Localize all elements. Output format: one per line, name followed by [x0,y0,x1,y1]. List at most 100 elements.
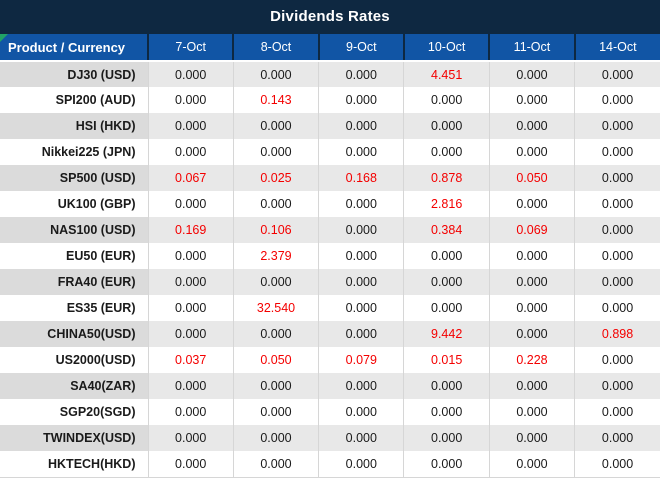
product-cell: SA40(ZAR) [0,373,148,400]
product-cell: UK100 (GBP) [0,191,148,218]
date-column-header: 10-Oct [402,32,491,62]
value-cell: 0.168 [318,165,404,192]
table-row: ES35 (EUR) 0.000 32.540 0.000 0.000 0.000 0.00… [0,295,660,322]
value-cell: 0.000 [574,217,660,244]
table-row: TWINDEX(USD) 0.000 0.000 0.000 0.000 0.000 0.0… [0,425,660,452]
value-cell: 0.384 [403,217,490,244]
table-header: Product / Currency 7-Oct 8-Oct 9-Oct 10-Oct 1… [0,32,660,62]
value-cell: 0.000 [488,269,575,296]
value-cell: 0.000 [232,269,319,296]
value-cell: 0.000 [488,451,575,478]
value-cell: 32.540 [232,295,319,322]
table-row: CHINA50(USD) 0.000 0.000 0.000 9.442 0.000 0.8… [0,321,660,348]
table-row: NAS100 (USD) 0.169 0.106 0.000 0.384 0.069 0.0… [0,217,660,244]
value-cell: 2.379 [232,243,319,270]
date-column-header: 9-Oct [317,32,405,62]
value-cell: 0.169 [147,217,234,244]
value-cell: 0.000 [488,295,575,322]
table-row: Nikkei225 (JPN) 0.000 0.000 0.000 0.000 0.000… [0,139,660,166]
table-row: SP500 (USD) 0.067 0.025 0.168 0.878 0.050 0.00… [0,165,660,192]
value-cell: 0.000 [318,269,404,296]
value-cell: 0.000 [403,113,490,140]
value-cell: 0.000 [318,399,404,426]
value-cell: 0.000 [318,425,404,452]
value-cell: 0.067 [147,165,234,192]
value-cell: 0.000 [574,87,660,114]
date-column-header: 8-Oct [232,32,320,62]
product-cell: NAS100 (USD) [0,217,148,244]
value-cell: 0.000 [574,269,660,296]
value-cell: 0.000 [403,451,490,478]
value-cell: 0.000 [147,399,234,426]
table-row: HSI (HKD) 0.000 0.000 0.000 0.000 0.000 0.000 [0,113,660,140]
value-cell: 0.000 [147,87,234,114]
value-cell: 0.000 [574,165,660,192]
value-cell: 0.079 [318,347,404,374]
value-cell: 0.000 [403,243,490,270]
product-currency-header: Product / Currency [0,32,149,62]
value-cell: 0.000 [318,321,404,348]
value-cell: 0.000 [147,139,234,166]
value-cell: 0.000 [232,321,319,348]
value-cell: 0.000 [574,373,660,400]
table-row: HKTECH(HKD) 0.000 0.000 0.000 0.000 0.000 0.00… [0,451,660,478]
value-cell: 0.000 [488,61,575,88]
cell-corner-flag-icon [0,34,8,42]
value-cell: 0.000 [318,87,404,114]
value-cell: 0.000 [488,321,575,348]
value-cell: 0.000 [574,191,660,218]
date-column-header: 14-Oct [573,32,660,62]
table-row: UK100 (GBP) 0.000 0.000 0.000 2.816 0.000 0.00… [0,191,660,218]
value-cell: 0.050 [488,165,575,192]
value-cell: 0.000 [232,191,319,218]
value-cell: 0.000 [232,139,319,166]
table-row: DJ30 (USD) 0.000 0.000 0.000 4.451 0.000 0.000 [0,61,660,88]
table-row: FRA40 (EUR) 0.000 0.000 0.000 0.000 0.000 0.00… [0,269,660,296]
table-row: SPI200 (AUD) 0.000 0.143 0.000 0.000 0.000 0.0… [0,87,660,114]
value-cell: 0.000 [147,425,234,452]
page-title: Dividends Rates [270,7,390,25]
value-cell: 0.000 [488,139,575,166]
date-column-header: 11-Oct [488,32,576,62]
value-cell: 9.442 [403,321,490,348]
value-cell: 0.000 [403,269,490,296]
value-cell: 0.000 [318,295,404,322]
value-cell: 0.000 [403,425,490,452]
value-cell: 0.000 [232,451,319,478]
value-cell: 0.000 [403,139,490,166]
value-cell: 0.000 [232,399,319,426]
value-cell: 0.000 [488,113,575,140]
value-cell: 0.000 [574,425,660,452]
value-cell: 0.000 [147,373,234,400]
value-cell: 0.898 [574,321,660,348]
product-cell: HKTECH(HKD) [0,451,148,478]
product-cell: US2000(USD) [0,347,148,374]
table-row: US2000(USD) 0.037 0.050 0.079 0.015 0.228 0.00… [0,347,660,374]
value-cell: 0.000 [488,243,575,270]
value-cell: 0.106 [232,217,319,244]
product-cell: CHINA50(USD) [0,321,148,348]
product-cell: Nikkei225 (JPN) [0,139,148,166]
header-row: Product / Currency 7-Oct 8-Oct 9-Oct 10-Oct 1… [0,32,660,62]
value-cell: 0.000 [318,217,404,244]
value-cell: 0.000 [574,295,660,322]
value-cell: 0.000 [574,113,660,140]
value-cell: 0.000 [147,269,234,296]
value-cell: 0.000 [488,87,575,114]
value-cell: 0.000 [403,87,490,114]
value-cell: 0.228 [488,347,575,374]
value-cell: 0.000 [403,399,490,426]
table-body: DJ30 (USD) 0.000 0.000 0.000 4.451 0.000 0.000… [0,61,660,478]
value-cell: 0.000 [318,139,404,166]
date-column-header: 7-Oct [146,32,235,62]
value-cell: 0.878 [403,165,490,192]
value-cell: 0.000 [574,451,660,478]
value-cell: 0.000 [147,295,234,322]
product-cell: TWINDEX(USD) [0,425,148,452]
value-cell: 0.025 [232,165,319,192]
value-cell: 0.000 [147,61,234,88]
product-cell: SP500 (USD) [0,165,148,192]
value-cell: 0.050 [232,347,319,374]
value-cell: 2.816 [403,191,490,218]
